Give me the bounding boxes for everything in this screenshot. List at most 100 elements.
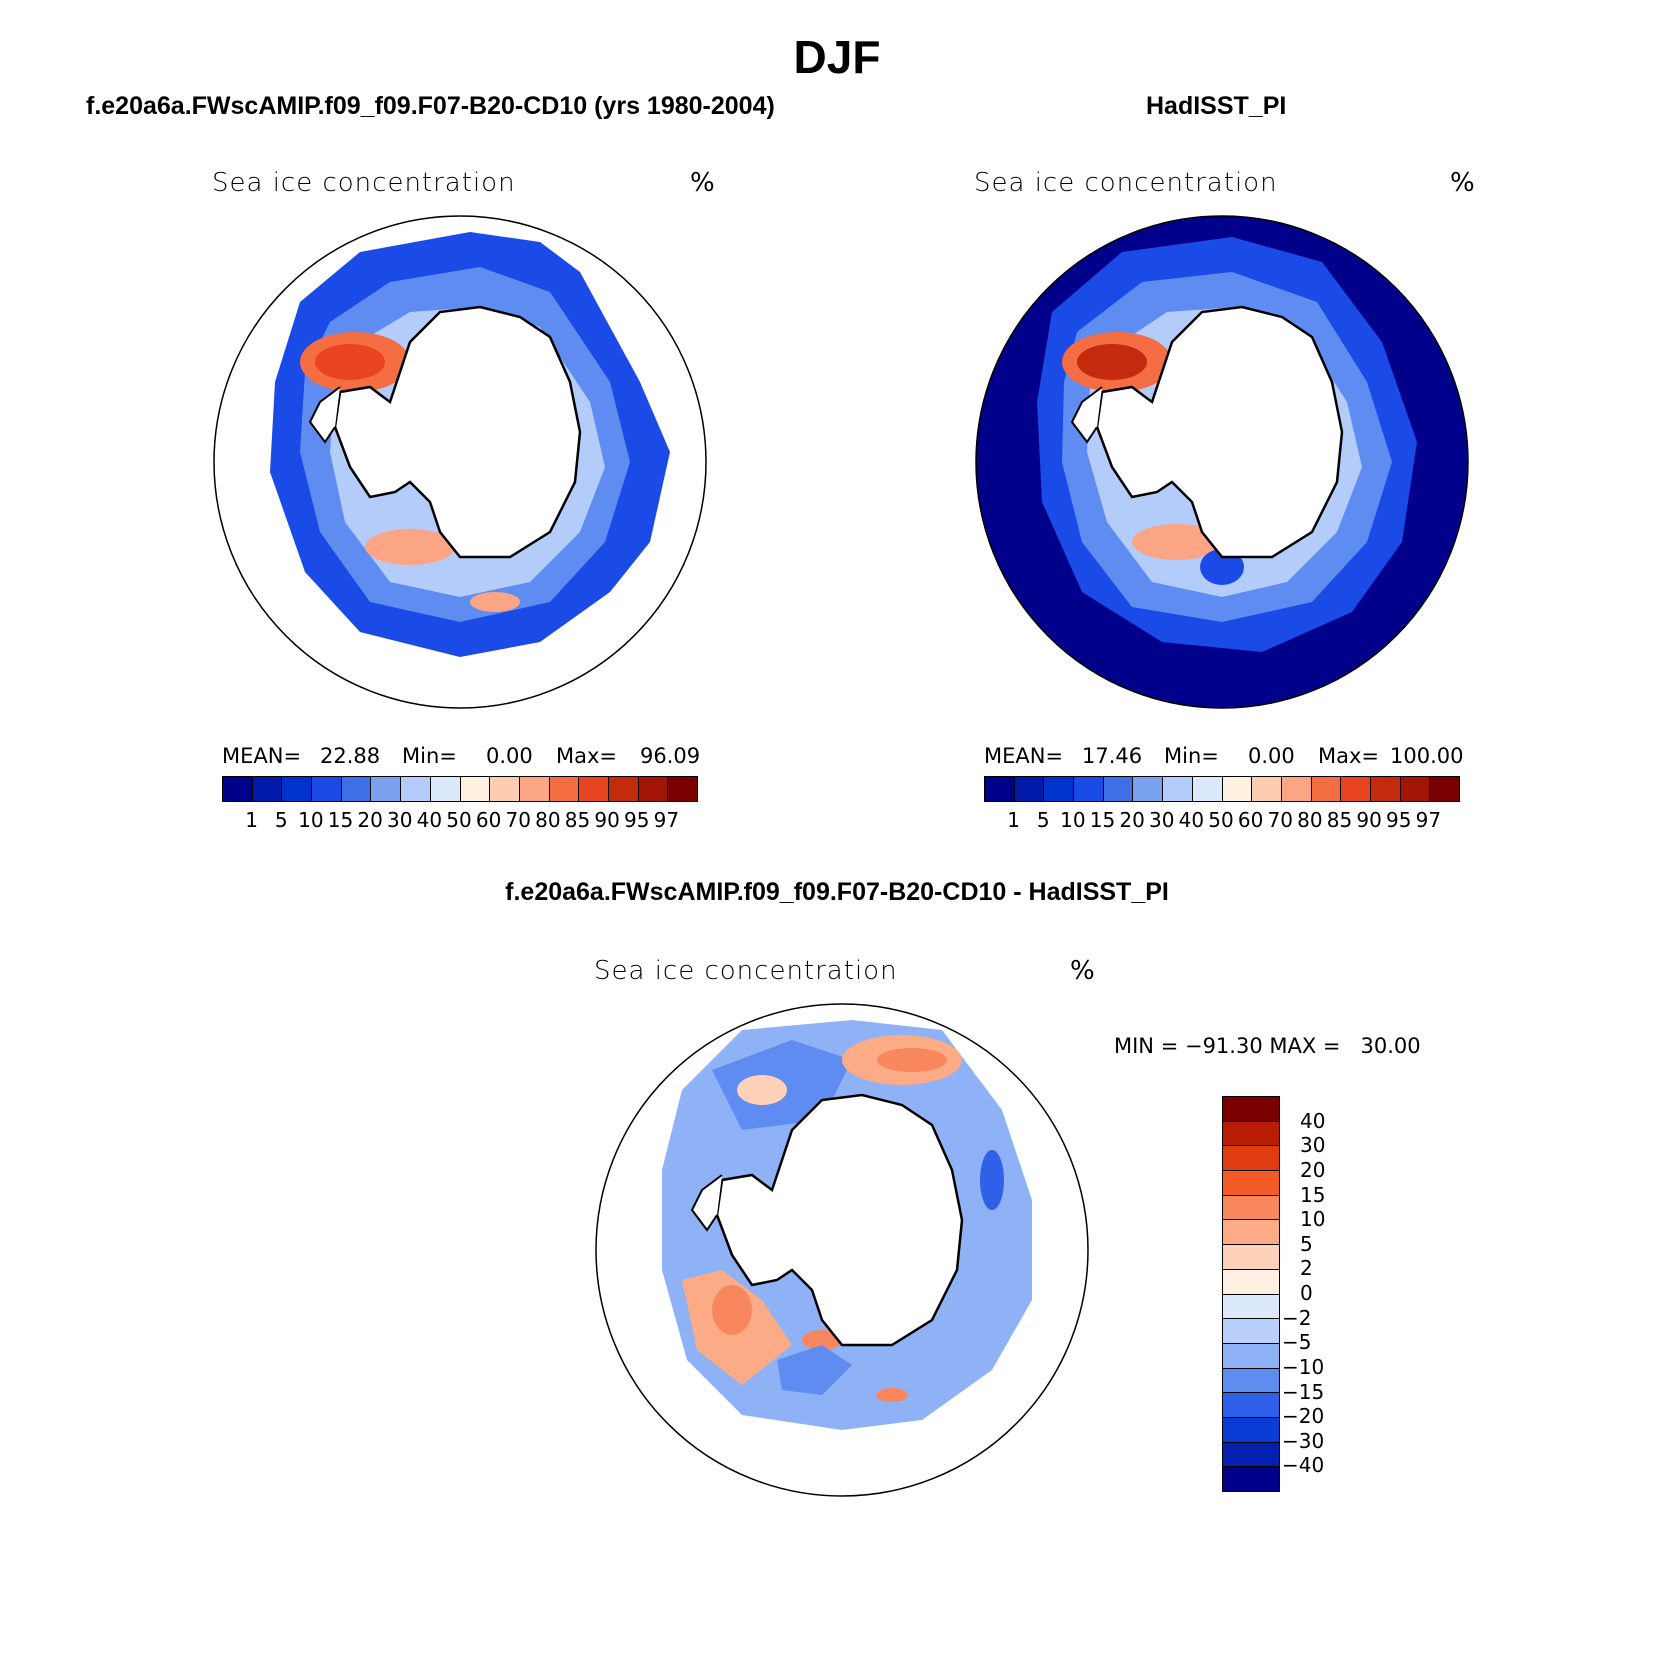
- colorbar-swatch: [1223, 1343, 1279, 1369]
- colorbar-swatch: [282, 777, 313, 801]
- panel-1-colorbar: [222, 776, 698, 802]
- colorbar-swatch: [1044, 777, 1075, 801]
- colorbar-tick-label: 70: [1267, 808, 1293, 832]
- colorbar-tick-label: −15: [1282, 1379, 1325, 1404]
- panel-1-min-value: 0.00: [486, 744, 533, 768]
- colorbar-swatch: [223, 777, 253, 801]
- colorbar-swatch: [1223, 1294, 1279, 1320]
- colorbar-swatch: [1223, 1171, 1279, 1196]
- colorbar-swatch: [460, 777, 491, 801]
- panel-2-antarctica: [1095, 305, 1344, 559]
- colorbar-tick-label: 20: [357, 808, 383, 832]
- colorbar-tick-label: 15: [327, 808, 354, 832]
- colorbar-tick-label: 30: [1300, 1133, 1326, 1158]
- colorbar-tick-label: 10: [1060, 808, 1086, 832]
- colorbar-tick-label: −20: [1282, 1404, 1325, 1429]
- panel-3-colorbar: [1222, 1096, 1280, 1492]
- colorbar-tick-label: 50: [1208, 808, 1234, 832]
- colorbar-swatch: [1223, 1467, 1279, 1491]
- panel-1-unit-label: %: [690, 168, 715, 198]
- colorbar-swatch: [1103, 777, 1134, 801]
- panel-1-max-value: 96.09: [640, 744, 701, 768]
- colorbar-swatch: [1133, 777, 1164, 801]
- colorbar-swatch: [1074, 777, 1104, 801]
- panel-1-map: [213, 215, 707, 709]
- colorbar-tick-label: 20: [1119, 808, 1145, 832]
- colorbar-tick-label: −30: [1282, 1428, 1325, 1453]
- colorbar-swatch: [1223, 1121, 1279, 1147]
- panel-3-colorbar-ticks: 40 30 20 15 10 5 2 0 −2 −5 −10 −15 −20 −30 −40: [1282, 1096, 1366, 1490]
- colorbar-tick-label: −10: [1282, 1354, 1325, 1379]
- colorbar-swatch: [1223, 1319, 1279, 1344]
- colorbar-swatch: [608, 777, 639, 801]
- colorbar-swatch: [430, 777, 461, 801]
- colorbar-swatch: [341, 777, 372, 801]
- panel-2-min-value: 0.00: [1248, 744, 1295, 768]
- colorbar-tick-label: 85: [1326, 808, 1353, 832]
- colorbar-swatch: [1223, 1146, 1279, 1172]
- colorbar-swatch: [490, 777, 520, 801]
- panel-2-title: HadISST_PI: [1146, 92, 1287, 120]
- colorbar-tick-label: 40: [1178, 808, 1205, 832]
- colorbar-swatch: [1400, 777, 1431, 801]
- panel-2-ross-ice: [1132, 524, 1222, 560]
- colorbar-tick-label: 60: [1237, 808, 1264, 832]
- panel-3-antarctica: [715, 1093, 964, 1347]
- panel-1-title: f.e20a6a.FWscAMIP.f09_f09.F07-B20-CD10 (…: [86, 92, 775, 120]
- colorbar-tick-label: 5: [1036, 808, 1050, 832]
- colorbar-tick-label: 80: [535, 808, 561, 832]
- panel-2-max-label: Max=: [1318, 744, 1380, 768]
- panel-2-colorbar-ticks: 1 5 10 15 20 30 40 50 60 70 80 85 90 95 97: [984, 808, 1458, 834]
- panel-1-colorbar-ticks: 1 5 10 15 20 30 40 50 60 70 80 85 90 95 97: [222, 808, 696, 834]
- colorbar-swatch: [1223, 1442, 1279, 1468]
- colorbar-tick-label: −2: [1282, 1305, 1312, 1330]
- colorbar-swatch: [1192, 777, 1223, 801]
- colorbar-tick-label: 15: [1089, 808, 1116, 832]
- panel-1-min-label: Min=: [402, 744, 457, 768]
- colorbar-tick-label: 20: [1300, 1157, 1326, 1182]
- colorbar-tick-label: 40: [1300, 1108, 1326, 1133]
- colorbar-swatch: [519, 777, 550, 801]
- colorbar-tick-label: 10: [1300, 1207, 1326, 1232]
- colorbar-tick-label: 97: [1415, 808, 1442, 832]
- colorbar-swatch: [1223, 1220, 1279, 1246]
- panel-1-variable-label: Sea ice concentration: [212, 168, 516, 198]
- panel-3-variable-label: Sea ice concentration: [594, 956, 898, 986]
- colorbar-tick-label: 90: [1356, 808, 1382, 832]
- colorbar-swatch: [1311, 777, 1342, 801]
- colorbar-tick-label: −40: [1282, 1453, 1325, 1478]
- colorbar-tick-label: 1: [245, 808, 258, 832]
- colorbar-tick-label: 15: [1300, 1182, 1326, 1207]
- colorbar-swatch: [1341, 777, 1371, 801]
- colorbar-tick-label: 5: [274, 808, 288, 832]
- panel-3-map: [595, 1003, 1089, 1497]
- colorbar-swatch: [1223, 1269, 1279, 1295]
- colorbar-swatch: [1223, 1393, 1279, 1418]
- colorbar-tick-label: −5: [1282, 1330, 1312, 1355]
- colorbar-swatch: [549, 777, 580, 801]
- colorbar-tick-label: 30: [1149, 808, 1175, 832]
- colorbar-tick-label: 30: [387, 808, 413, 832]
- colorbar-swatch: [1223, 1417, 1279, 1443]
- panel-1-max-label: Max=: [556, 744, 618, 768]
- colorbar-tick-label: 97: [653, 808, 680, 832]
- colorbar-tick-label: 80: [1297, 808, 1323, 832]
- colorbar-swatch: [638, 777, 669, 801]
- colorbar-swatch: [1430, 777, 1459, 801]
- colorbar-swatch: [401, 777, 431, 801]
- panel-1-mean-value: 22.88: [320, 744, 381, 768]
- panel-2-variable-label: Sea ice concentration: [974, 168, 1278, 198]
- colorbar-tick-label: 10: [298, 808, 324, 832]
- colorbar-swatch: [579, 777, 609, 801]
- colorbar-tick-label: 70: [505, 808, 531, 832]
- panel-1-stats: MEAN= 22.88 Min= 0.00 Max= 96.09: [222, 744, 700, 770]
- colorbar-swatch: [1223, 1097, 1279, 1122]
- panel-1-ross-ice: [365, 529, 455, 565]
- colorbar-swatch: [371, 777, 402, 801]
- colorbar-tick-label: 90: [594, 808, 620, 832]
- colorbar-swatch: [252, 777, 283, 801]
- figure-title: DJF: [793, 31, 881, 83]
- panel-1-mean-label: MEAN=: [222, 744, 302, 768]
- colorbar-tick-label: 40: [416, 808, 443, 832]
- colorbar-tick-label: 5: [1300, 1231, 1313, 1256]
